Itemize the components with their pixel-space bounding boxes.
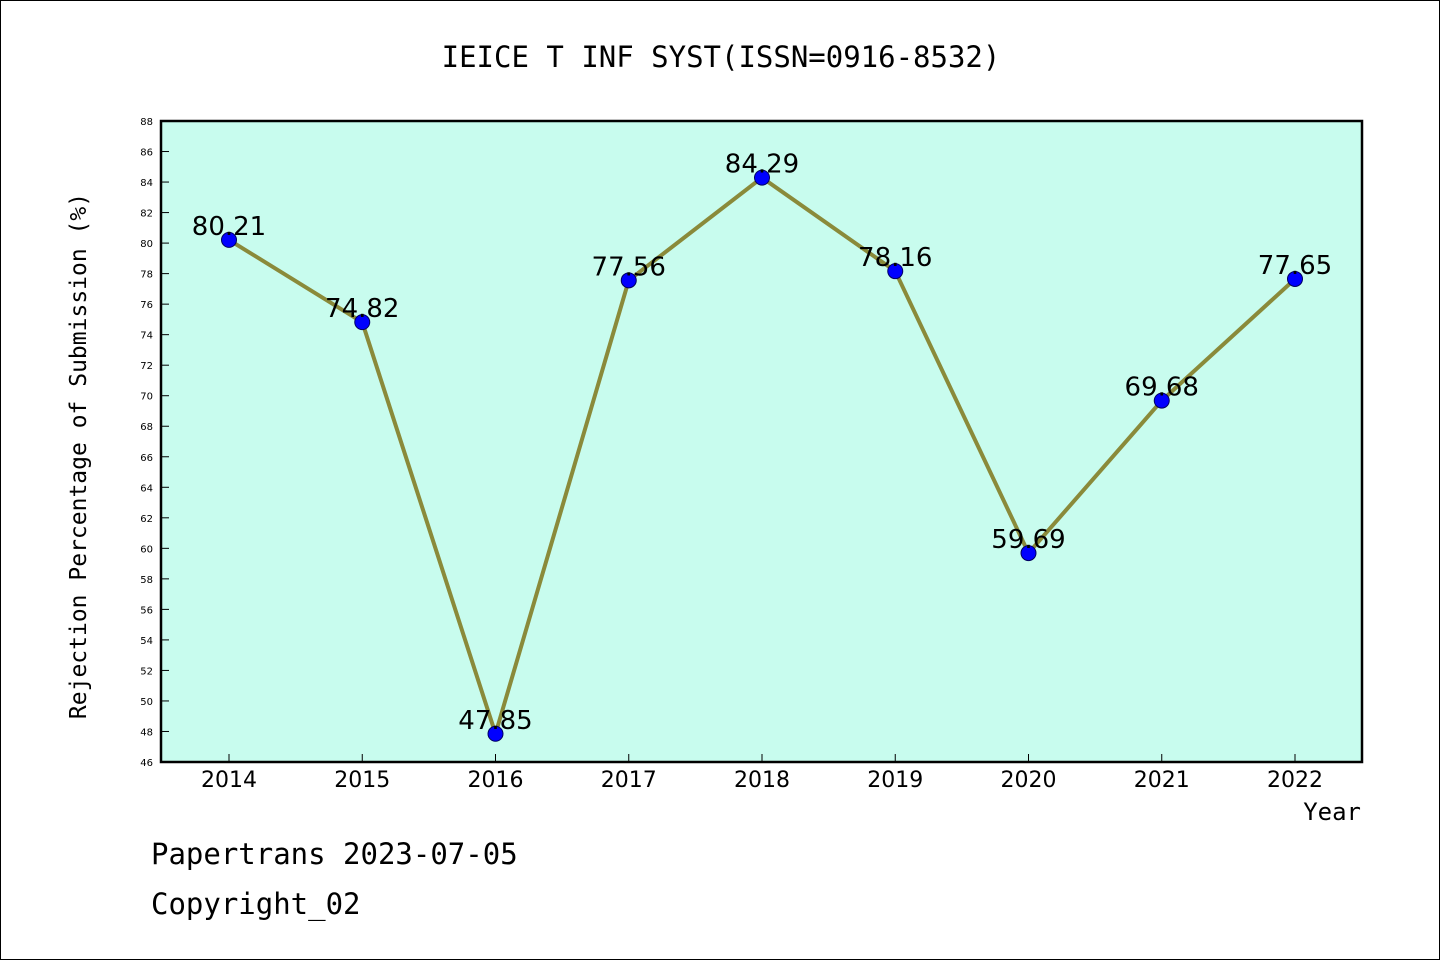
x-tick-label: 2019 bbox=[867, 768, 923, 793]
x-axis-ticks: 2014 2015 2016 2017 2018 2019 2020 2021 2022 bbox=[201, 754, 1323, 793]
data-label: 77.56 bbox=[592, 252, 666, 282]
x-tick-label: 2016 bbox=[468, 768, 524, 793]
y-tick-label: 54 bbox=[140, 636, 153, 647]
x-tick-label: 2020 bbox=[1001, 768, 1057, 793]
y-axis-label: Rejection Percentage of Submission (%) bbox=[66, 193, 92, 719]
data-label: 84.29 bbox=[725, 150, 799, 180]
series-line-group bbox=[221, 169, 1303, 742]
source-footnote: Papertrans 2023-07-05 bbox=[151, 837, 518, 871]
plot-area bbox=[161, 121, 1362, 762]
y-tick-label: 82 bbox=[140, 209, 153, 220]
x-tick-label: 2021 bbox=[1134, 768, 1190, 793]
x-tick-label: 2022 bbox=[1267, 768, 1323, 793]
data-point bbox=[1020, 545, 1037, 562]
data-point bbox=[221, 231, 237, 248]
y-tick-label: 84 bbox=[140, 178, 153, 189]
x-tick-label: 2018 bbox=[734, 768, 790, 793]
y-tick-label: 56 bbox=[140, 605, 153, 616]
data-label: 74.82 bbox=[325, 294, 399, 324]
y-tick-label: 62 bbox=[140, 514, 153, 525]
chart-title: IEICE T INF SYST(ISSN=0916-8532) bbox=[442, 40, 1001, 74]
data-point bbox=[354, 314, 371, 331]
data-point bbox=[487, 725, 504, 742]
data-label: 78.16 bbox=[858, 243, 932, 273]
x-tick-label: 2017 bbox=[601, 768, 657, 793]
y-tick-label: 74 bbox=[140, 331, 153, 342]
y-axis-ticks: 46 48 50 52 54 56 58 60 62 64 66 68 70 72 74 76 78 80 82 84… bbox=[140, 117, 169, 769]
y-tick-label: 76 bbox=[140, 300, 153, 311]
data-point bbox=[754, 169, 770, 186]
x-tick-label: 2015 bbox=[334, 768, 390, 793]
data-point bbox=[887, 263, 904, 280]
y-tick-label: 88 bbox=[140, 117, 153, 128]
y-tick-label: 70 bbox=[140, 392, 153, 403]
data-label: 69.68 bbox=[1125, 373, 1199, 403]
copyright-footnote: Copyright_02 bbox=[151, 887, 361, 921]
data-label: 80.21 bbox=[192, 212, 266, 242]
y-tick-label: 68 bbox=[140, 422, 153, 433]
y-tick-label: 64 bbox=[140, 483, 153, 494]
data-label: 77.65 bbox=[1258, 251, 1332, 281]
x-axis-label: Year bbox=[1303, 798, 1361, 826]
data-labels-group: 80.21 74.82 47.85 77.56 84.29 78.16 59.69 69.68… bbox=[192, 150, 1332, 736]
data-point bbox=[1153, 392, 1170, 409]
data-label: 59.69 bbox=[991, 525, 1065, 555]
y-tick-label: 58 bbox=[140, 575, 153, 586]
y-tick-label: 50 bbox=[140, 697, 153, 708]
y-tick-label: 48 bbox=[140, 727, 153, 738]
y-tick-label: 78 bbox=[140, 270, 153, 281]
y-tick-label: 80 bbox=[140, 239, 153, 250]
data-label: 47.85 bbox=[458, 706, 532, 736]
y-tick-label: 66 bbox=[140, 453, 153, 464]
y-tick-label: 52 bbox=[140, 666, 153, 677]
data-point bbox=[620, 272, 637, 289]
y-tick-label: 46 bbox=[140, 758, 153, 769]
y-tick-label: 72 bbox=[140, 361, 153, 372]
x-tick-label: 2014 bbox=[201, 768, 257, 793]
y-tick-label: 60 bbox=[140, 544, 153, 555]
data-point bbox=[1287, 270, 1303, 287]
plot-border bbox=[159, 119, 1364, 764]
y-tick-label: 86 bbox=[140, 148, 153, 159]
